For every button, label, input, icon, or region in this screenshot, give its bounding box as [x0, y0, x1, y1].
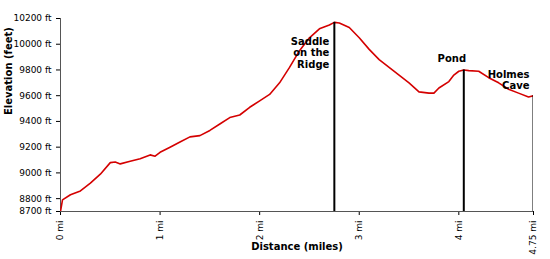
svg-text:1 mi: 1 mi	[155, 221, 165, 241]
svg-text:3 mi: 3 mi	[354, 221, 364, 241]
svg-text:9400 ft: 9400 ft	[19, 116, 52, 126]
svg-text:HolmesCave: HolmesCave	[488, 69, 530, 92]
svg-text:8700 ft: 8700 ft	[19, 206, 52, 216]
svg-text:4.75 mi: 4.75 mi	[528, 221, 538, 255]
svg-text:9800 ft: 9800 ft	[19, 65, 52, 75]
svg-text:0 mi: 0 mi	[55, 221, 65, 241]
svg-text:Saddleon theRidge: Saddleon theRidge	[291, 36, 330, 70]
svg-text:10200 ft: 10200 ft	[13, 13, 52, 23]
svg-text:Pond: Pond	[438, 53, 466, 64]
svg-text:9200 ft: 9200 ft	[19, 142, 52, 152]
svg-text:4 mi: 4 mi	[454, 221, 464, 241]
svg-text:9600 ft: 9600 ft	[19, 91, 52, 101]
svg-text:10000 ft: 10000 ft	[13, 39, 52, 49]
svg-text:9000 ft: 9000 ft	[19, 168, 52, 178]
svg-text:Elevation (feet): Elevation (feet)	[3, 27, 14, 115]
svg-text:8800 ft: 8800 ft	[19, 194, 52, 204]
svg-text:Distance (miles): Distance (miles)	[251, 241, 343, 252]
svg-text:2 mi: 2 mi	[255, 221, 265, 241]
